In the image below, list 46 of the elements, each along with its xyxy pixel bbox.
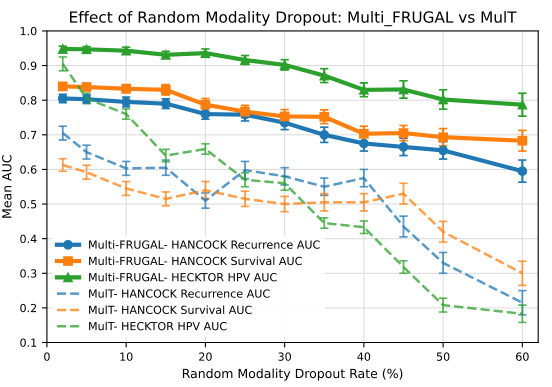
y-tick-label: 0.3 — [20, 269, 36, 278]
x-tick-label: 30 — [278, 352, 291, 361]
point — [438, 146, 448, 156]
point — [280, 112, 290, 122]
point — [359, 84, 369, 95]
point — [438, 132, 448, 142]
point — [398, 128, 408, 138]
legend-label: MulT- HANCOCK Survival AUC — [89, 305, 252, 314]
point — [319, 130, 330, 140]
point — [517, 166, 528, 176]
point — [398, 142, 408, 152]
legend-label: Multi-FRUGAL- HANCOCK Survival AUC — [89, 256, 302, 266]
point — [200, 100, 210, 110]
y-tick-label: 0.5 — [20, 200, 36, 208]
point — [319, 112, 330, 122]
point — [359, 128, 369, 139]
y-tick-label: 0.9 — [20, 62, 36, 70]
y-tick-label: 0.1 — [20, 338, 36, 347]
point — [319, 70, 330, 80]
point — [58, 81, 68, 92]
y-axis-title: Mean AUC — [2, 155, 12, 218]
point — [82, 82, 92, 92]
y-tick-label: 0.8 — [20, 96, 36, 105]
point — [517, 100, 528, 110]
y-tick-label: 0.7 — [20, 130, 36, 140]
point — [398, 84, 408, 94]
point — [438, 94, 448, 104]
point — [359, 138, 369, 148]
point — [240, 106, 250, 116]
x-tick-label: 10 — [120, 352, 132, 361]
legend-label: Multi-FRUGAL- HANCOCK Recurrence AUC — [89, 240, 320, 249]
x-tick-label: 0 — [44, 352, 50, 361]
point — [517, 136, 528, 146]
y-tick-label: 0.2 — [20, 304, 36, 312]
chart-title: Effect of Random Modality Dropout: Multi_FRUGAL vs MulT — [70, 11, 517, 26]
legend-label: MulT- HANCOCK Recurrence AUC — [89, 289, 270, 298]
x-tick-label: 60 — [516, 352, 529, 361]
x-tick-label: 20 — [199, 352, 212, 361]
y-tick-label: 1.0 — [20, 26, 36, 36]
y-tick-label: 0.4 — [20, 234, 37, 244]
legend-label: MulT- HECKTOR HPV AUC — [89, 322, 226, 330]
x-tick-label: 50 — [436, 352, 450, 361]
x-tick-label: 40 — [357, 352, 370, 361]
legend-label: Multi-FRUGAL- HECKTOR HPV AUC — [89, 272, 277, 282]
y-tick-label: 0.6 — [20, 165, 36, 174]
x-axis-title: Random Modality Dropout Rate (%) — [182, 368, 402, 381]
